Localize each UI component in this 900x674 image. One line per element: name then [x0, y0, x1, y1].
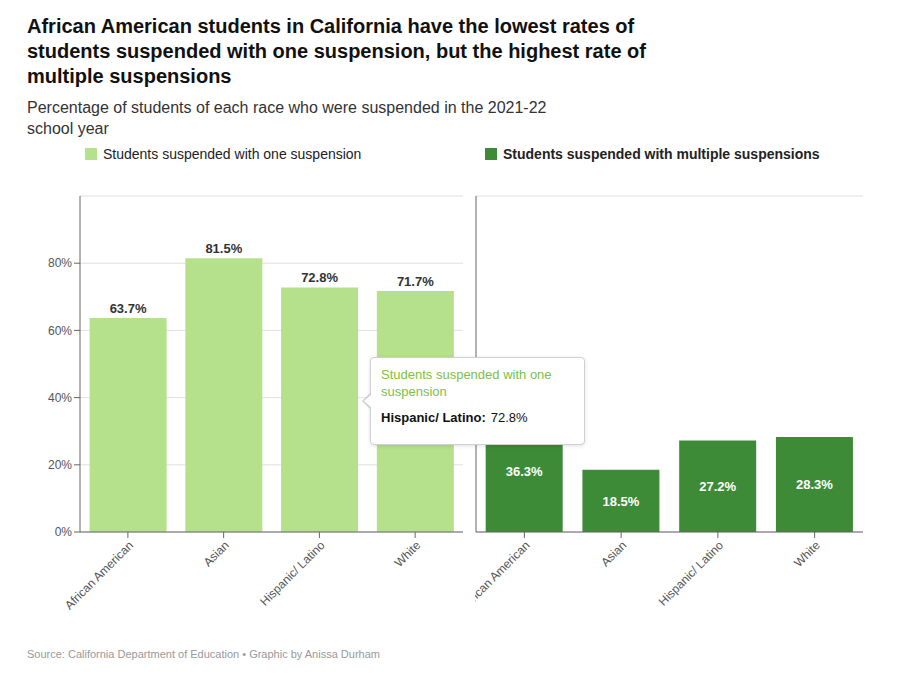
svg-text:81.5%: 81.5%	[205, 241, 242, 256]
svg-text:71.7%: 71.7%	[397, 274, 434, 289]
svg-text:20%: 20%	[48, 458, 72, 472]
html-text:Students suspended with multip: Students suspended with multiple suspens…	[503, 146, 820, 162]
svg-text:Asian: Asian	[598, 538, 629, 569]
svg-text:40%: 40%	[48, 391, 72, 405]
svg-text:72.8%: 72.8%	[301, 270, 338, 285]
html-text:multiple suspensions: multiple suspensions	[27, 65, 232, 87]
svg-text:Hispanic/ Latino: Hispanic/ Latino	[257, 538, 328, 609]
html-text:school year: school year	[27, 120, 109, 137]
svg-text:White: White	[791, 538, 823, 570]
svg-text:White: White	[392, 538, 424, 570]
html-text:Students suspended with one su: Students suspended with one suspension	[103, 146, 362, 162]
html-text:African American students in C: African American students in California …	[27, 15, 635, 37]
svg-text:Hispanic/ Latino: Hispanic/ Latino	[656, 538, 727, 609]
svg-text:African American: African American	[475, 538, 533, 612]
svg-text:0%: 0%	[55, 525, 73, 539]
html-text:Percentage of students of each: Percentage of students of each race who …	[27, 99, 547, 116]
svg-text:18.5%: 18.5%	[602, 494, 639, 509]
svg-text:60%: 60%	[48, 324, 72, 338]
html-text:students suspended with one su: students suspended with one suspension, …	[27, 40, 646, 62]
svg-text:28.3%: 28.3%	[796, 477, 833, 492]
svg-text:27.2%: 27.2%	[699, 479, 736, 494]
svg-text:Asian: Asian	[201, 538, 232, 569]
svg-text:36.3%: 36.3%	[506, 464, 543, 479]
html-text:suspension: suspension	[381, 384, 447, 399]
svg-text:80%: 80%	[48, 256, 72, 270]
svg-text:African American: African American	[62, 538, 136, 612]
html-text:Source: California Department: Source: California Department of Educati…	[27, 648, 380, 660]
html-text:Students suspended with one: Students suspended with one	[381, 367, 552, 382]
svg-text:63.7%: 63.7%	[110, 301, 147, 316]
html-text:Hispanic/ Latino: 72.8%: Hispanic/ Latino: 72.8%	[381, 410, 528, 425]
